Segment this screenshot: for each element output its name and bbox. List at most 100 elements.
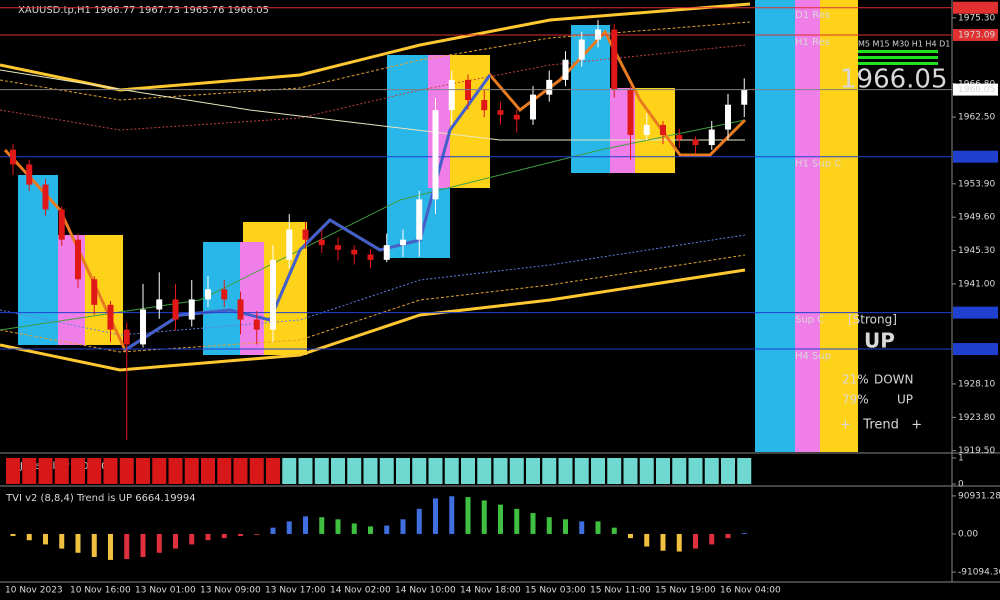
price-box [953, 83, 998, 96]
level-box [953, 343, 998, 356]
timeframes: M5 M15 M30 H1 H4 D1 [858, 40, 950, 49]
bar [314, 458, 329, 484]
x-tick-label: 15 Nov 11:00 [590, 586, 651, 596]
bar [591, 458, 605, 484]
bar [87, 458, 102, 484]
down-pct: 21% [842, 373, 869, 387]
bar [433, 498, 438, 534]
candle-body [725, 104, 731, 130]
bar [400, 519, 406, 534]
panel-title: TVI v2 (8,8,4) Trend is UP 6664.19994 [5, 493, 196, 504]
candle-body [595, 29, 601, 40]
bar [465, 497, 471, 534]
bar [514, 508, 520, 534]
bar [335, 519, 341, 534]
signal-bars [858, 50, 938, 65]
bar [43, 533, 48, 545]
bar [644, 533, 650, 547]
candle-body [140, 309, 146, 345]
y-tick-label: 1953.90 [958, 179, 995, 189]
up-label: UP [897, 393, 913, 407]
bar [563, 519, 568, 534]
candle-body [643, 124, 650, 135]
up-pct: 79% [842, 393, 869, 407]
bar [184, 458, 199, 484]
candle-body [318, 239, 325, 246]
bar [607, 458, 622, 484]
direction: UP [864, 329, 895, 353]
candle-body [481, 100, 488, 111]
panel-title: XAUUSD.tp,H1 1966.77 1967.73 1965.76 196… [18, 5, 269, 16]
bar [351, 523, 357, 534]
candle-body [156, 299, 163, 310]
bar [319, 517, 325, 534]
bar [676, 533, 682, 552]
candle-body [530, 94, 536, 120]
y-tick-label: 1962.50 [958, 113, 995, 123]
bar [493, 458, 508, 484]
bar [444, 458, 459, 484]
bar [233, 458, 248, 484]
bar [530, 513, 536, 534]
trend: + Trend + [840, 418, 922, 433]
level-name: H1 Res [795, 37, 830, 48]
y-tick-label: 1949.60 [958, 213, 995, 223]
bar [168, 458, 183, 484]
y-tick-label: -91094.36 [958, 568, 1000, 578]
bar [59, 533, 65, 549]
candle-body [286, 229, 293, 260]
bar [639, 458, 654, 484]
bar [136, 458, 150, 484]
bar [282, 458, 297, 484]
bar [270, 527, 276, 534]
bar [205, 533, 211, 541]
candle-body [10, 149, 16, 165]
candle-body [237, 299, 244, 320]
bar [416, 508, 422, 534]
bar [119, 458, 134, 484]
bar [26, 533, 32, 541]
candle-body [188, 299, 195, 320]
level-name: H1 Sup C [795, 159, 841, 170]
y-tick-label: 0.00 [958, 529, 978, 539]
candle-body [351, 249, 358, 255]
bar [656, 458, 670, 484]
bar [124, 533, 130, 560]
candle-body [692, 139, 699, 146]
candle-body [448, 79, 455, 111]
candle-body [221, 289, 228, 300]
y-tick-label: 1923.80 [958, 413, 995, 423]
candle-body [26, 164, 33, 185]
x-tick-label: 15 Nov 19:00 [655, 586, 716, 596]
candle-body [367, 254, 374, 260]
price-big: 1966.05 [840, 65, 948, 95]
down-label: DOWN [874, 373, 914, 387]
x-tick-label: 13 Nov 01:00 [135, 586, 196, 596]
x-tick-label: 10 Nov 2023 [5, 586, 63, 596]
level-box [953, 306, 998, 319]
y-tick-label: 1975.30 [958, 13, 995, 23]
bar [396, 458, 410, 484]
bar [481, 500, 487, 534]
bar [628, 533, 633, 539]
candle-body [335, 245, 341, 250]
bar [574, 458, 589, 484]
bar [737, 458, 752, 484]
candle-body [676, 134, 683, 140]
bar [266, 458, 280, 484]
bar [449, 496, 455, 534]
x-tick-label: 10 Nov 16:00 [70, 586, 131, 596]
candle-body [91, 279, 98, 305]
candle-body [172, 299, 179, 320]
bar [298, 458, 313, 484]
x-tick-label: 13 Nov 09:00 [200, 586, 261, 596]
bar [173, 533, 178, 549]
x-tick-label: 14 Nov 18:00 [460, 586, 521, 596]
candle-body [302, 229, 309, 240]
bar [368, 526, 373, 534]
bar [54, 458, 69, 484]
bar [156, 533, 162, 553]
bar [249, 458, 264, 484]
candle-body [123, 329, 130, 345]
